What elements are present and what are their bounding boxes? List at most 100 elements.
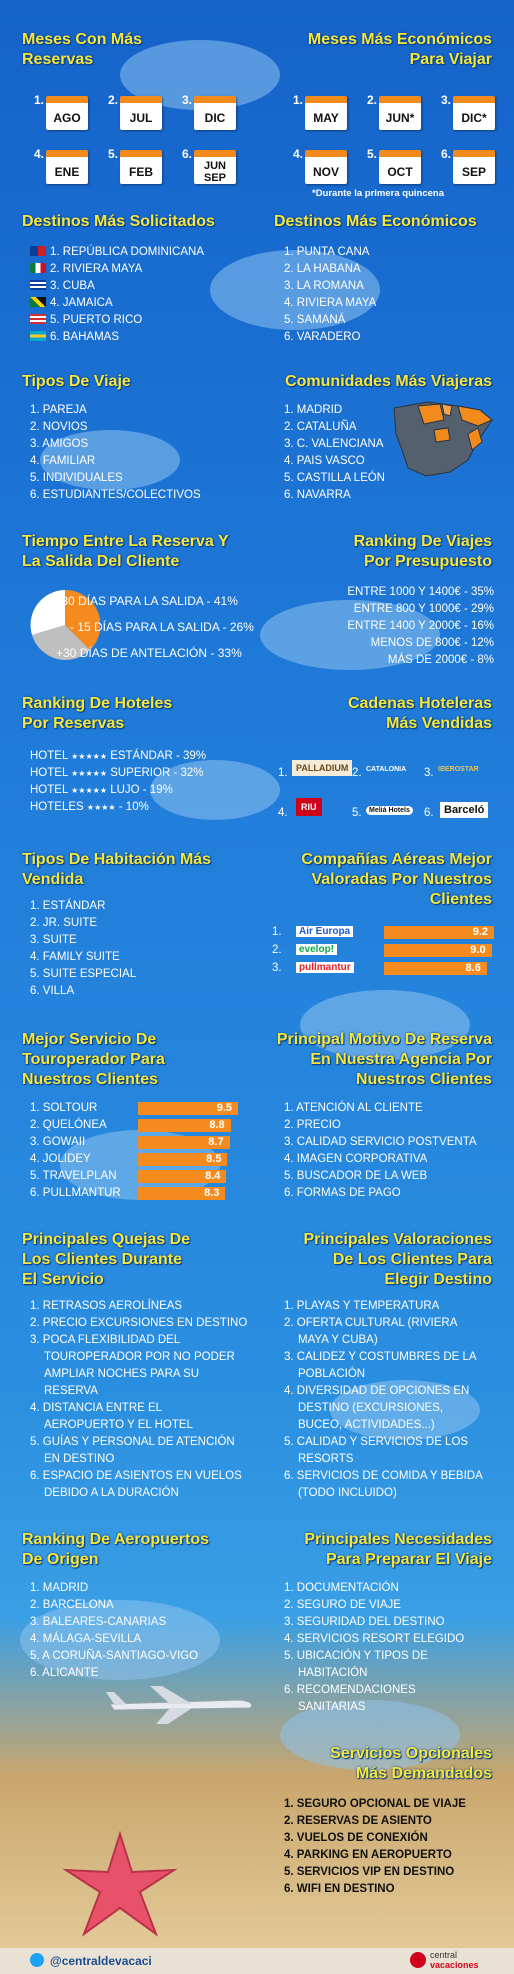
list-item: 5. PUERTO RICO xyxy=(30,312,204,329)
list-item: HOTELES ★★★★ - 10% xyxy=(30,801,149,813)
list-item: ENTRE 1000 Y 1400€ - 35% xyxy=(347,586,494,598)
list-item: 3. VUELOS DE CONEXIÓN xyxy=(284,1832,428,1844)
list-quejas: 1. RETRASOS AEROLÍNEAS 2. PRECIO EXCURSI… xyxy=(30,1298,247,1502)
score-bar: 8.8 xyxy=(138,1119,231,1132)
rank-number: 2. xyxy=(367,93,378,107)
calendar-icon: 3. DIC* xyxy=(441,93,495,132)
list-item: 6. RECOMENDACIONES xyxy=(284,1684,416,1696)
title-motivo: Principal Motivo De Reserva En Nuestra Ag… xyxy=(276,1031,492,1088)
title-comunidades: Comunidades Más Viajeras xyxy=(285,373,492,390)
title-tipos-viaje: Tipos De Viaje xyxy=(22,373,131,390)
cuba-flag-icon xyxy=(30,280,46,290)
month-label: OCT xyxy=(387,165,413,179)
list-item: 5. A CORUÑA-SANTIAGO-VIGO xyxy=(30,1650,199,1662)
list-item: 2. LA HABANA xyxy=(284,263,361,275)
list-ranking-presupuesto: ENTRE 1000 Y 1400€ - 35% ENTRE 800 Y 100… xyxy=(347,584,494,669)
list-item: 6. ESTUDIANTES/COLECTIVOS xyxy=(30,489,201,501)
list-item: 3. LA ROMANA xyxy=(284,280,364,292)
list-item: 4. JOLIDEY xyxy=(30,1153,91,1165)
rank-number: 4. xyxy=(34,147,45,161)
melia-logo: Meliá Hotels xyxy=(366,806,413,815)
rank-number: 5. xyxy=(352,807,362,819)
month-label: DIC* xyxy=(461,111,487,125)
rank-number: 3. xyxy=(182,93,193,107)
rank-number: 5. xyxy=(108,147,119,161)
list-destinos-economicos: 1. PUNTA CANA 2. LA HABANA 3. LA ROMANA … xyxy=(284,244,376,346)
rank-number: 2. xyxy=(108,93,119,107)
month-label: ENE xyxy=(54,165,80,179)
rank-number: 1. xyxy=(278,767,288,779)
calendar-icon: 5. FEB xyxy=(108,147,162,186)
pie-chart-tiempo xyxy=(30,590,100,660)
list-item-cont: MAYA Y CUBA) xyxy=(298,1334,378,1346)
rank-number: 2. xyxy=(272,944,282,956)
list-item: 5. SERVICIOS VIP EN DESTINO xyxy=(284,1866,455,1878)
list-item-cont: RESORTS xyxy=(298,1453,354,1465)
list-item: 4. IMAGEN CORPORATIVA xyxy=(284,1153,428,1165)
list-valoraciones: 1. PLAYAS Y TEMPERATURA 2. OFERTA CULTUR… xyxy=(284,1298,483,1502)
title-meses-reservas: Meses Con Más Reservas xyxy=(22,31,143,68)
list-item: 4. JAMAICA xyxy=(30,295,204,312)
month-label: AGO xyxy=(53,111,81,125)
list-item: 1. SEGURO OPCIONAL DE VIAJE xyxy=(284,1798,466,1810)
score-bar: 8.4 xyxy=(138,1170,227,1183)
list-item-cont: HABITACIÓN xyxy=(298,1667,368,1679)
rank-number: 4. xyxy=(293,147,304,161)
list-item: 2. JR. SUITE xyxy=(30,917,98,929)
title-aeropuertos: Ranking De Aeropuertos De Origen xyxy=(22,1531,209,1568)
list-item-cont: RESERVA xyxy=(44,1385,98,1397)
brand-name-sub: vacaciones xyxy=(430,1960,479,1970)
list-item: - 15 DÍAS PARA LA SALIDA - 26% xyxy=(70,620,254,634)
twitter-handle[interactable]: @centraldevacaci xyxy=(50,1954,152,1968)
stars-icon: ★★★★★ xyxy=(71,769,107,778)
stars-icon: ★★★★★ xyxy=(71,752,107,761)
airline-logo: evelop! xyxy=(296,944,338,955)
list-item: 3. BALEARES-CANARIAS xyxy=(30,1616,167,1628)
title-companias: Compañías Aéreas Mejor Valoradas Por Nues… xyxy=(301,851,492,908)
calendar-icon: 2. JUL xyxy=(108,93,162,132)
list-item: 2. CATALUÑA xyxy=(284,421,357,433)
list-item-cont: AMPLIAR NOCHES PARA SU xyxy=(44,1368,200,1380)
list-item: 1. ATENCIÓN AL CLIENTE xyxy=(284,1102,423,1114)
spain-map-icon xyxy=(393,401,493,477)
list-item: 2. QUELÓNEA xyxy=(30,1119,107,1131)
list-item: 6. ALICANTE xyxy=(30,1667,99,1679)
score-bar: 8.3 xyxy=(138,1187,226,1200)
list-item: 4. RIVIERA MAYA xyxy=(284,297,377,309)
bahamas-flag-icon xyxy=(30,331,46,341)
list-opcionales: 1. SEGURO OPCIONAL DE VIAJE 2. RESERVAS … xyxy=(284,1796,466,1898)
list-item: 2. PRECIO xyxy=(284,1119,341,1131)
title-ranking-hoteles: Ranking De Hoteles Por Reservas xyxy=(22,695,173,732)
list-item: 6. VILLA xyxy=(30,985,75,997)
list-item: 6. NAVARRA xyxy=(284,489,351,501)
score-bar: 8.5 xyxy=(138,1153,228,1166)
catalonia-logo: CATALONIA xyxy=(366,766,407,773)
mexico-flag-icon xyxy=(30,263,46,273)
list-item: 2. RESERVAS DE ASIENTO xyxy=(284,1815,432,1827)
list-item: 3. SEGURIDAD DEL DESTINO xyxy=(284,1616,445,1628)
list-item: 1. PAREJA xyxy=(30,404,87,416)
title-touroperador: Mejor Servicio De Touroperador Para Nuestr… xyxy=(22,1031,165,1088)
list-item-cont: POBLACIÓN xyxy=(298,1368,366,1380)
list-item: MENOS DE 800€ - 12% xyxy=(370,637,494,649)
title-opcionales: Servicios Opcionales Más Demandados xyxy=(330,1745,492,1782)
list-tipos-viaje: 1. PAREJA 2. NOVIOS 3. AMIGOS 4. FAMILIA… xyxy=(30,402,201,504)
list-item: 2. OFERTA CULTURAL (RIVIERA xyxy=(284,1317,458,1329)
list-item: 3. GOWAII xyxy=(30,1136,86,1148)
list-item-cont: DEBIDO A LA DURACIÓN xyxy=(44,1487,179,1499)
list-item: 4. PAIS VASCO xyxy=(284,455,365,467)
title-destinos-economicos: Destinos Más Económicos xyxy=(274,213,477,230)
month-label: JUN* xyxy=(385,111,415,125)
list-item: ENTRE 800 Y 1000€ - 29% xyxy=(353,603,494,615)
list-item: 5. CASTILLA LEÓN xyxy=(284,472,385,484)
score-bar: 8.6 xyxy=(384,962,487,975)
list-item: 1. PUNTA CANA xyxy=(284,246,370,258)
calendar-icon: 1. AGO xyxy=(34,93,88,132)
score-bar: 9.0 xyxy=(384,944,492,957)
list-item-cont: SANITARIAS xyxy=(298,1701,366,1713)
list-item: 6. VARADERO xyxy=(284,331,361,343)
calendar-icon: 6. JUN SEP xyxy=(182,147,236,186)
rank-number: 1. xyxy=(34,93,45,107)
rank-number: 3. xyxy=(424,767,434,779)
list-item-cont: (TODO INCLUIDO) xyxy=(298,1487,397,1499)
